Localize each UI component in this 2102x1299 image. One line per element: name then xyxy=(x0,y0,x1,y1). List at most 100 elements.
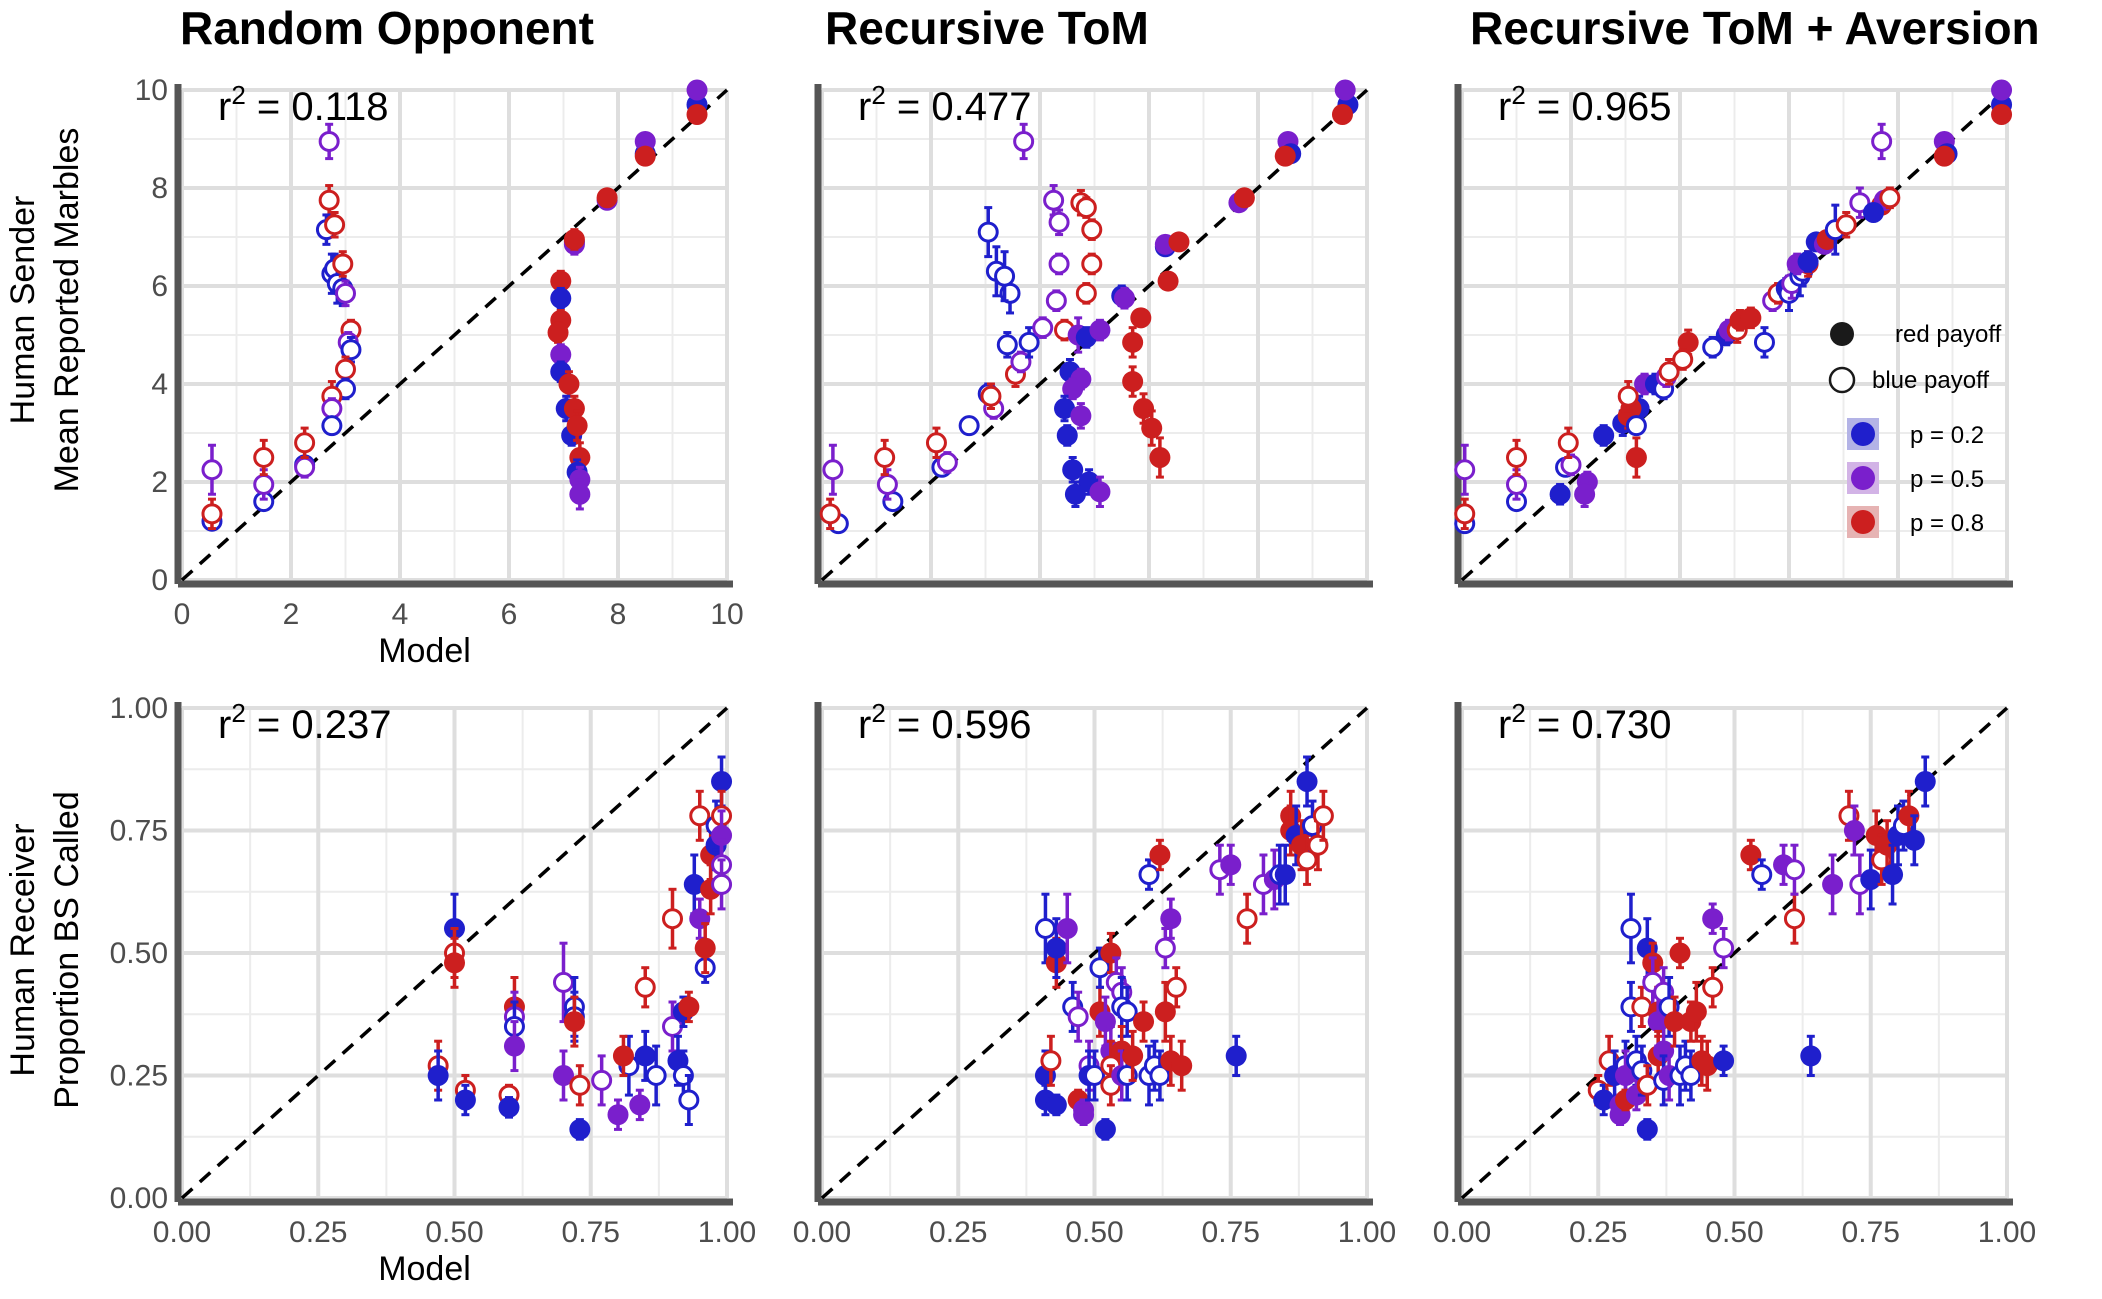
data-point-red-payoff xyxy=(1822,873,1844,895)
data-point-blue-payoff xyxy=(645,1065,667,1086)
x-tick-label: 8 xyxy=(610,598,627,631)
data-point-blue-payoff xyxy=(1783,908,1805,930)
data-point-blue-payoff xyxy=(1312,805,1334,827)
data-point-red-payoff xyxy=(1843,820,1865,841)
row1-ylabel-line2: Mean Reported Marbles xyxy=(48,128,86,493)
data-point-red-payoff xyxy=(547,322,569,344)
data-point-red-payoff xyxy=(427,1065,449,1086)
x-tick-label: 1.00 xyxy=(1978,1216,2036,1249)
data-point-blue-payoff xyxy=(662,908,683,930)
panel-receiver-recursive-tom: r2 = 0.596 0.00 0.25 0.50 0.75 1.00 xyxy=(793,698,1396,1249)
data-point-red-payoff xyxy=(689,908,711,930)
data-point-red-payoff xyxy=(1991,104,2013,125)
x-tick-label: 0.75 xyxy=(1202,1216,1260,1249)
data-point-red-payoff xyxy=(1914,771,1936,792)
data-point-red-payoff xyxy=(1669,942,1691,964)
panel-sender-recursive-tom: r2 = 0.477 xyxy=(814,79,1373,588)
data-point-blue-payoff xyxy=(1658,361,1680,383)
data-point-red-payoff xyxy=(1154,1001,1176,1023)
data-point-red-payoff xyxy=(1296,771,1318,792)
column-title-random-opponent: Random Opponent xyxy=(180,2,594,54)
y-tick-label: 0 xyxy=(151,564,168,597)
data-point-red-payoff xyxy=(634,1045,656,1067)
data-point-red-payoff xyxy=(607,1104,629,1126)
data-point-red-payoff xyxy=(1070,405,1092,427)
data-point-blue-payoff xyxy=(1236,908,1258,930)
row2-ylabel-line2: Proportion BS Called xyxy=(48,791,86,1109)
x-tick-label: 0.00 xyxy=(153,1216,211,1249)
panel-receiver-random-opponent: r2 = 0.237 0.00 0.25 0.50 0.75 1.00 0.00 0.25 0.… xyxy=(110,692,757,1288)
r-squared-label: r2 = 0.965 xyxy=(1498,80,1671,129)
data-point-blue-payoff xyxy=(1557,432,1579,454)
data-point-blue-payoff xyxy=(1138,864,1160,886)
data-point-red-payoff xyxy=(1133,398,1155,419)
data-point-blue-payoff xyxy=(321,415,343,437)
x-tick-label: 0.75 xyxy=(1842,1216,1900,1249)
data-point-red-payoff xyxy=(563,1011,585,1033)
data-point-blue-payoff xyxy=(318,130,340,152)
data-point-blue-payoff xyxy=(201,503,223,525)
y-tick-label: 2 xyxy=(151,466,168,499)
data-point-red-payoff xyxy=(1094,1118,1116,1140)
data-point-blue-payoff xyxy=(1081,219,1103,241)
x-tick-label: 2 xyxy=(283,598,300,631)
data-point-blue-payoff xyxy=(1081,253,1103,275)
data-point-blue-payoff xyxy=(1753,331,1775,353)
data-point-blue-payoff xyxy=(925,432,947,454)
data-point-red-payoff xyxy=(498,1096,520,1118)
legend: red payoff blue payoff p = 0.2 p = 0.5 p… xyxy=(1828,321,2002,538)
data-point-red-payoff xyxy=(1696,1055,1718,1077)
data-point-blue-payoff xyxy=(1879,187,1901,209)
x-axis-title: Model xyxy=(378,1250,471,1288)
data-point-blue-payoff xyxy=(1154,937,1176,959)
data-point-red-payoff xyxy=(550,270,572,292)
y-tick-label: 10 xyxy=(135,74,168,107)
data-point-red-payoff xyxy=(1800,1045,1822,1067)
data-point-blue-payoff xyxy=(994,265,1016,287)
legend-p08-label: p = 0.8 xyxy=(1910,510,1984,537)
legend-blue-payoff-label: blue payoff xyxy=(1872,367,1989,394)
data-point-blue-payoff xyxy=(1048,211,1070,233)
panel-sender-recursive-tom-aversion: r2 = 0.965 xyxy=(1454,79,2013,588)
data-point-blue-payoff xyxy=(819,503,841,525)
data-point-red-payoff xyxy=(1220,854,1242,876)
data-point-red-payoff xyxy=(1615,1065,1636,1086)
x-tick-label: 6 xyxy=(501,598,518,631)
data-point-red-payoff xyxy=(563,398,585,419)
row2-ylabel-line1: Human Receiver xyxy=(4,823,42,1076)
data-point-red-payoff xyxy=(454,1089,476,1111)
y-tick-label: 6 xyxy=(151,270,168,303)
data-point-red-payoff xyxy=(1045,1094,1067,1116)
data-point-red-payoff xyxy=(1233,187,1255,209)
data-point-blue-payoff xyxy=(996,334,1018,356)
data-point-blue-payoff xyxy=(1680,1065,1702,1086)
data-point-blue-payoff xyxy=(958,415,980,437)
data-point-red-payoff xyxy=(1062,459,1084,481)
y-tick-label: 4 xyxy=(151,368,168,401)
data-point-red-payoff xyxy=(1094,1011,1116,1033)
legend-filled-marker xyxy=(1830,322,1854,346)
data-point-blue-payoff xyxy=(591,1069,613,1091)
x-axis-title: Model xyxy=(378,632,471,670)
data-point-red-payoff xyxy=(1122,371,1144,393)
data-point-red-payoff xyxy=(1089,481,1111,503)
data-point-red-payoff xyxy=(1860,869,1882,890)
data-point-red-payoff xyxy=(1274,864,1296,886)
data-point-blue-payoff xyxy=(1454,503,1476,525)
x-tick-label: 0.75 xyxy=(562,1216,620,1249)
data-point-red-payoff xyxy=(444,952,465,974)
data-point-red-payoff xyxy=(634,145,656,167)
data-point-blue-payoff xyxy=(711,873,733,895)
data-point-blue-payoff xyxy=(634,976,656,998)
data-point-blue-payoff xyxy=(1165,976,1187,998)
legend-p02-marker xyxy=(1851,422,1875,446)
data-point-red-payoff xyxy=(1100,942,1122,964)
data-point-red-payoff xyxy=(566,415,588,437)
data-point-red-payoff xyxy=(1702,908,1724,930)
identity-line xyxy=(1460,706,2009,1200)
data-point-red-payoff xyxy=(563,228,585,250)
data-point-blue-payoff xyxy=(1084,1065,1105,1086)
legend-p05-label: p = 0.5 xyxy=(1910,466,1984,493)
data-point-red-payoff xyxy=(686,79,708,101)
